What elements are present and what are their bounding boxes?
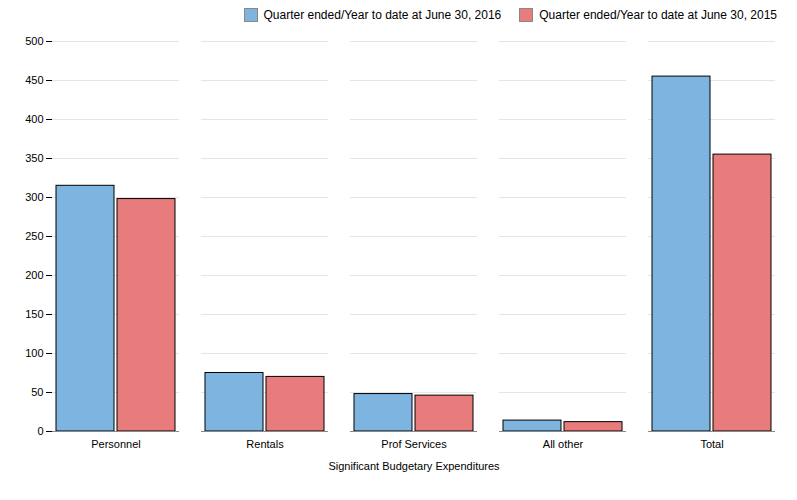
svg-text:100: 100: [25, 347, 43, 359]
html-text:Quarter ended/Year to date at: Quarter ended/Year to date at June 30, 2…: [263, 8, 502, 22]
svg-text:Personnel: Personnel: [91, 438, 141, 450]
svg-text:Prof Services: Prof Services: [381, 438, 447, 450]
html-text:Quarter ended/Year to date at: Quarter ended/Year to date at June 30, 2…: [539, 8, 777, 22]
svg-text:0: 0: [37, 425, 43, 437]
svg-text:Total: Total: [700, 438, 723, 450]
svg-text:Rentals: Rentals: [246, 438, 284, 450]
svg-text:50: 50: [31, 386, 43, 398]
svg-text:450: 450: [25, 74, 43, 86]
svg-text:250: 250: [25, 230, 43, 242]
svg-text:400: 400: [25, 113, 43, 125]
svg-text:150: 150: [25, 308, 43, 320]
svg-text:200: 200: [25, 269, 43, 281]
svg-text:500: 500: [25, 35, 43, 47]
svg-text:Significant Budgetary Expendit: Significant Budgetary Expenditures: [328, 460, 500, 472]
svg-text:350: 350: [25, 152, 43, 164]
svg-text:300: 300: [25, 191, 43, 203]
svg-text:All other: All other: [543, 438, 584, 450]
